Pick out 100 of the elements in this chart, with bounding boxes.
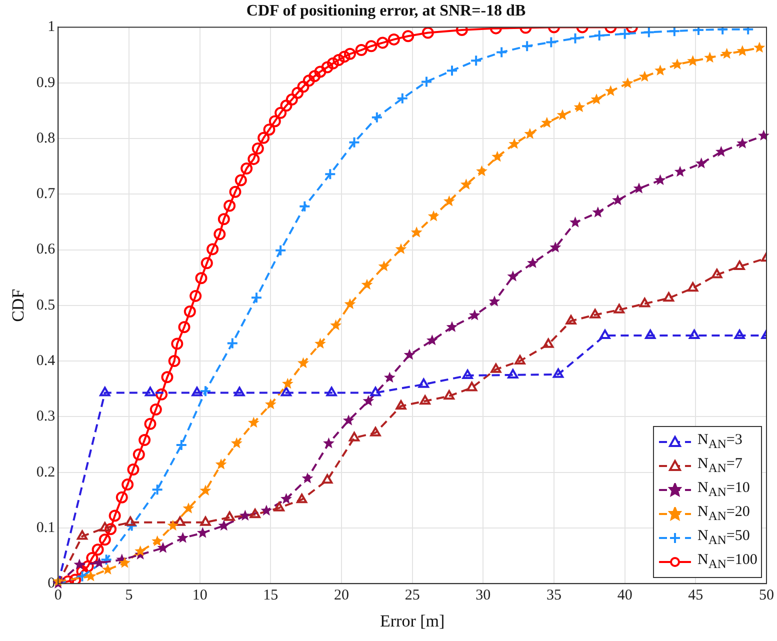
legend-label: N$_{AN}$=50 xyxy=(698,528,750,548)
point xyxy=(600,329,610,339)
point xyxy=(370,111,383,124)
point xyxy=(468,309,480,320)
point xyxy=(264,398,276,410)
point xyxy=(476,165,488,176)
point xyxy=(323,437,334,448)
point xyxy=(102,564,114,575)
point xyxy=(696,158,708,168)
point xyxy=(490,363,502,373)
point xyxy=(280,493,292,504)
x-tick-label: 20 xyxy=(334,588,349,604)
point xyxy=(167,520,179,531)
point xyxy=(234,386,245,396)
legend-label: N$_{AN}$=7 xyxy=(698,456,742,476)
point xyxy=(330,319,342,330)
x-tick-label: 30 xyxy=(476,588,491,604)
point xyxy=(645,329,656,339)
point xyxy=(200,484,212,496)
point xyxy=(370,386,381,396)
point xyxy=(687,55,699,66)
point xyxy=(260,504,272,516)
point xyxy=(182,502,194,514)
y-tick-label: 0.1 xyxy=(36,520,56,536)
point xyxy=(758,130,770,141)
y-tick-label: 0.4 xyxy=(36,352,56,369)
x-tick-label: 15 xyxy=(263,588,278,604)
legend-label: N$_{AN}$=100 xyxy=(698,552,758,572)
point xyxy=(527,257,538,268)
point xyxy=(622,77,634,88)
point xyxy=(593,30,606,42)
point xyxy=(508,138,520,149)
point xyxy=(508,368,518,378)
point xyxy=(604,85,616,96)
point xyxy=(736,45,748,56)
point xyxy=(152,535,164,546)
point xyxy=(521,40,534,52)
point xyxy=(569,32,582,44)
point xyxy=(100,386,110,396)
point xyxy=(314,338,326,349)
point xyxy=(556,109,568,120)
point xyxy=(322,474,333,484)
point xyxy=(76,570,88,582)
point xyxy=(466,382,478,392)
point xyxy=(592,206,604,218)
point xyxy=(633,182,645,194)
point xyxy=(460,178,472,190)
point xyxy=(192,386,202,396)
point xyxy=(541,116,553,128)
point xyxy=(736,137,748,148)
point xyxy=(443,195,455,206)
y-tick-label: 0.8 xyxy=(36,130,56,146)
y-tick-label: 0.9 xyxy=(36,74,56,91)
x-tick-label: 5 xyxy=(125,588,133,604)
point xyxy=(177,532,189,543)
y-tick-label: 0.6 xyxy=(36,242,56,258)
point xyxy=(74,558,86,570)
point xyxy=(545,36,558,48)
point xyxy=(410,226,422,238)
point xyxy=(362,395,374,406)
y-axis-title: CDF xyxy=(8,288,28,322)
point xyxy=(470,54,482,67)
point xyxy=(492,150,504,162)
point xyxy=(199,385,212,398)
point xyxy=(570,216,581,228)
point xyxy=(342,414,354,426)
x-tick-label: 50 xyxy=(759,588,774,604)
point xyxy=(250,292,262,304)
point xyxy=(344,298,356,310)
point xyxy=(324,168,336,180)
point xyxy=(674,166,686,177)
point xyxy=(552,368,564,378)
point xyxy=(196,526,208,538)
point xyxy=(100,554,112,566)
point xyxy=(248,416,260,428)
x-tick-label: 25 xyxy=(404,588,420,604)
x-tick-label: 35 xyxy=(546,588,562,604)
point xyxy=(420,395,430,405)
point xyxy=(672,58,683,70)
point xyxy=(85,570,96,582)
point xyxy=(298,357,309,368)
point xyxy=(94,557,105,568)
point xyxy=(446,64,458,77)
point xyxy=(488,296,500,306)
point xyxy=(119,557,130,568)
point xyxy=(721,48,733,59)
point xyxy=(296,494,308,504)
point xyxy=(175,439,188,452)
point xyxy=(378,260,390,272)
point xyxy=(134,545,146,556)
point xyxy=(125,516,136,526)
point xyxy=(590,94,602,104)
point xyxy=(144,386,156,396)
point xyxy=(282,378,294,389)
point xyxy=(250,508,260,518)
point xyxy=(420,76,432,88)
point xyxy=(298,200,311,212)
point xyxy=(704,52,716,63)
point xyxy=(688,329,700,339)
point xyxy=(384,372,396,383)
